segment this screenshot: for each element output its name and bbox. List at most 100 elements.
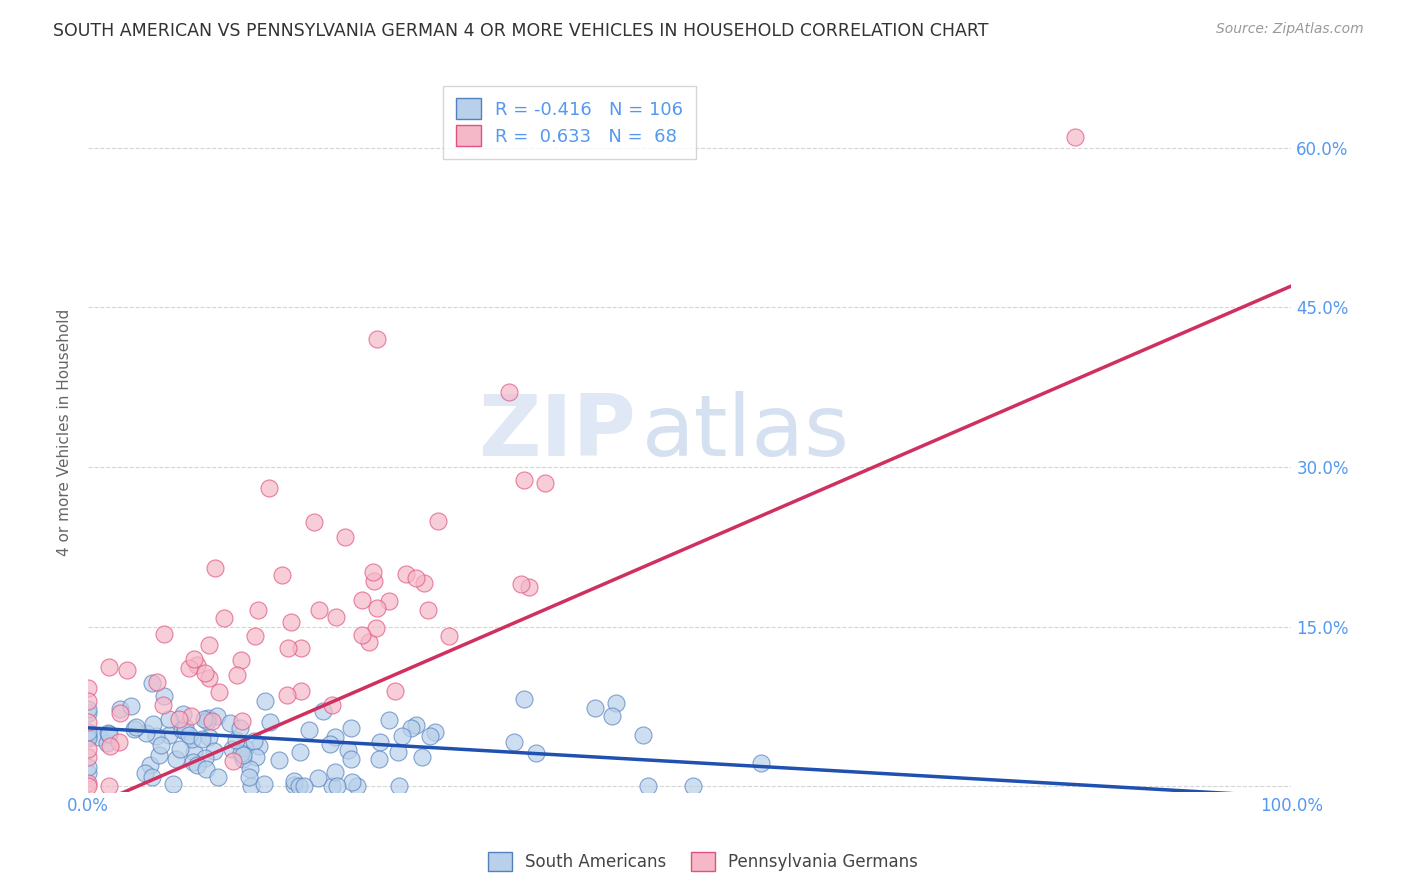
- Point: [152, 698, 174, 712]
- Point: [204, 561, 226, 575]
- Point: [288, 745, 311, 759]
- Point: [148, 748, 170, 763]
- Point: [77, 750, 100, 764]
- Point: [96, 736, 118, 750]
- Point: [288, 780, 311, 794]
- Point: [512, 691, 534, 706]
- Point: [194, 666, 217, 681]
- Point: [524, 746, 547, 760]
- Point: [232, 752, 254, 766]
- Point: [145, 729, 167, 743]
- Point: [751, 756, 773, 771]
- Point: [346, 780, 368, 794]
- Point: [134, 765, 156, 780]
- Point: [212, 611, 235, 625]
- Point: [77, 775, 100, 789]
- Point: [378, 714, 401, 728]
- Point: [312, 704, 335, 718]
- Point: [340, 775, 363, 789]
- Point: [418, 603, 440, 617]
- Point: [405, 717, 427, 731]
- Point: [269, 753, 291, 767]
- Point: [198, 671, 221, 685]
- Point: [239, 779, 262, 793]
- Point: [97, 725, 120, 739]
- Point: [77, 765, 100, 780]
- Point: [426, 514, 449, 528]
- Point: [368, 752, 391, 766]
- Point: [503, 735, 526, 749]
- Point: [183, 745, 205, 759]
- Point: [239, 762, 262, 776]
- Point: [174, 724, 197, 739]
- Point: [259, 715, 281, 730]
- Point: [139, 758, 162, 772]
- Point: [682, 780, 704, 794]
- Legend: South Americans, Pennsylvania Germans: South Americans, Pennsylvania Germans: [479, 843, 927, 880]
- Point: [77, 731, 100, 746]
- Text: atlas: atlas: [641, 391, 849, 474]
- Point: [605, 696, 627, 710]
- Point: [247, 603, 270, 617]
- Point: [97, 660, 120, 674]
- Point: [197, 714, 219, 728]
- Point: [205, 708, 228, 723]
- Point: [153, 626, 176, 640]
- Point: [378, 593, 401, 607]
- Point: [77, 681, 100, 696]
- Point: [384, 684, 406, 698]
- Point: [368, 735, 391, 749]
- Point: [534, 475, 557, 490]
- Point: [181, 755, 204, 769]
- Point: [631, 727, 654, 741]
- Point: [307, 771, 329, 785]
- Point: [186, 757, 208, 772]
- Point: [149, 738, 172, 752]
- Point: [146, 675, 169, 690]
- Point: [77, 780, 100, 794]
- Point: [198, 638, 221, 652]
- Point: [583, 701, 606, 715]
- Point: [208, 685, 231, 699]
- Point: [290, 684, 312, 698]
- Point: [363, 574, 385, 588]
- Point: [169, 741, 191, 756]
- Point: [276, 688, 298, 702]
- Point: [77, 694, 100, 708]
- Point: [323, 730, 346, 744]
- Point: [323, 764, 346, 779]
- Point: [336, 743, 359, 757]
- Point: [172, 723, 194, 738]
- Point: [77, 742, 100, 756]
- Point: [364, 622, 387, 636]
- Point: [165, 752, 187, 766]
- Point: [350, 593, 373, 607]
- Point: [340, 752, 363, 766]
- Point: [177, 728, 200, 742]
- Point: [517, 580, 540, 594]
- Point: [321, 780, 343, 794]
- Point: [122, 723, 145, 737]
- Point: [247, 739, 270, 753]
- Point: [195, 762, 218, 776]
- Point: [226, 668, 249, 682]
- Text: SOUTH AMERICAN VS PENNSYLVANIA GERMAN 4 OR MORE VEHICLES IN HOUSEHOLD CORRELATIO: SOUTH AMERICAN VS PENNSYLVANIA GERMAN 4 …: [53, 22, 988, 40]
- Point: [201, 714, 224, 729]
- Point: [193, 712, 215, 726]
- Y-axis label: 4 or more Vehicles in Household: 4 or more Vehicles in Household: [58, 309, 72, 556]
- Point: [87, 730, 110, 744]
- Point: [298, 723, 321, 737]
- Point: [257, 481, 280, 495]
- Point: [352, 627, 374, 641]
- Point: [229, 746, 252, 760]
- Point: [186, 657, 208, 672]
- Point: [290, 641, 312, 656]
- Point: [340, 721, 363, 735]
- Point: [399, 721, 422, 735]
- Point: [283, 774, 305, 789]
- Point: [395, 566, 418, 581]
- Point: [423, 725, 446, 739]
- Point: [413, 576, 436, 591]
- Point: [283, 778, 305, 792]
- Point: [366, 332, 388, 346]
